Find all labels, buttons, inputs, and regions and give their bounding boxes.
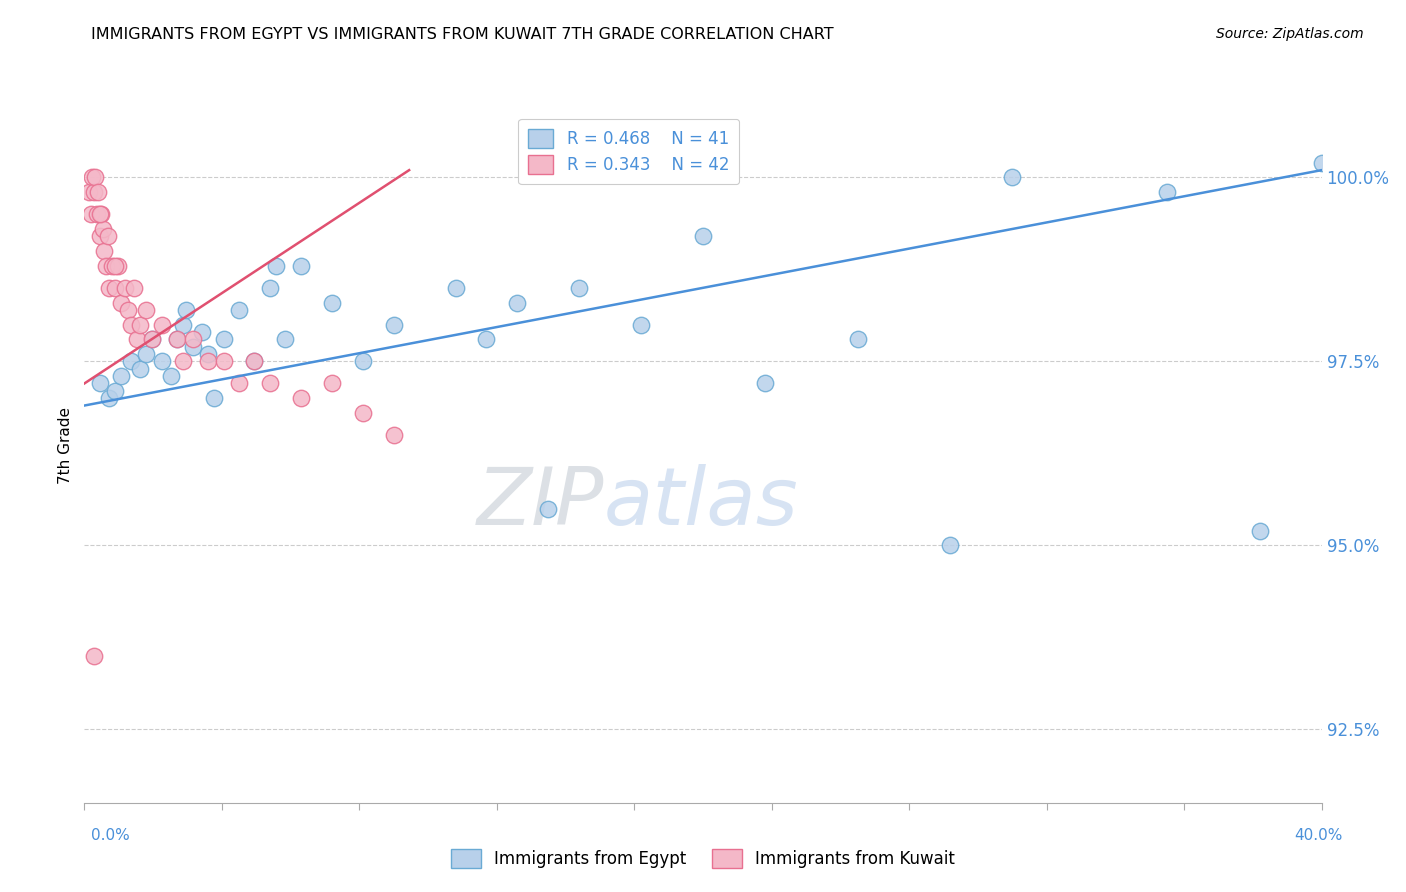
- Point: [91, 222, 114, 236]
- Point: [290, 259, 312, 273]
- Point: [181, 332, 204, 346]
- Point: [98, 391, 121, 405]
- Point: [160, 369, 183, 384]
- Point: [90, 207, 112, 221]
- Point: [321, 376, 343, 391]
- Point: [243, 354, 266, 368]
- Point: [1156, 185, 1178, 199]
- Point: [129, 318, 152, 332]
- Point: [84, 170, 107, 185]
- Text: Source: ZipAtlas.com: Source: ZipAtlas.com: [1216, 27, 1364, 41]
- Point: [104, 259, 127, 273]
- Point: [89, 229, 111, 244]
- Text: 0.0%: 0.0%: [91, 828, 131, 843]
- Point: [110, 369, 132, 384]
- Legend: Immigrants from Egypt, Immigrants from Kuwait: Immigrants from Egypt, Immigrants from K…: [444, 842, 962, 875]
- Point: [243, 354, 266, 368]
- Point: [212, 332, 235, 346]
- Point: [197, 347, 219, 361]
- Point: [166, 332, 188, 346]
- Point: [382, 428, 405, 442]
- Point: [537, 501, 560, 516]
- Point: [202, 391, 225, 405]
- Point: [141, 332, 163, 346]
- Point: [382, 318, 405, 332]
- Point: [444, 281, 467, 295]
- Point: [89, 207, 111, 221]
- Point: [172, 318, 194, 332]
- Point: [107, 259, 129, 273]
- Point: [120, 318, 142, 332]
- Point: [475, 332, 498, 346]
- Point: [129, 361, 152, 376]
- Point: [259, 281, 281, 295]
- Point: [83, 185, 105, 199]
- Point: [352, 406, 374, 420]
- Point: [197, 354, 219, 368]
- Point: [846, 332, 869, 346]
- Point: [259, 376, 281, 391]
- Point: [181, 340, 204, 354]
- Text: IMMIGRANTS FROM EGYPT VS IMMIGRANTS FROM KUWAIT 7TH GRADE CORRELATION CHART: IMMIGRANTS FROM EGYPT VS IMMIGRANTS FROM…: [91, 27, 834, 42]
- Point: [264, 259, 287, 273]
- Point: [150, 318, 173, 332]
- Point: [166, 332, 188, 346]
- Point: [141, 332, 163, 346]
- Point: [1310, 155, 1333, 169]
- Point: [114, 281, 136, 295]
- Point: [630, 318, 652, 332]
- Point: [568, 281, 591, 295]
- Point: [172, 354, 194, 368]
- Point: [228, 376, 250, 391]
- Point: [135, 302, 157, 317]
- Point: [93, 244, 115, 258]
- Legend: R = 0.468    N = 41, R = 0.343    N = 42: R = 0.468 N = 41, R = 0.343 N = 42: [519, 119, 740, 184]
- Text: atlas: atlas: [605, 464, 799, 542]
- Text: ZIP: ZIP: [477, 464, 605, 542]
- Point: [79, 207, 101, 221]
- Point: [290, 391, 312, 405]
- Point: [506, 295, 529, 310]
- Point: [122, 281, 145, 295]
- Text: 40.0%: 40.0%: [1295, 828, 1343, 843]
- Point: [110, 295, 132, 310]
- Point: [135, 347, 157, 361]
- Point: [1249, 524, 1271, 538]
- Point: [321, 295, 343, 310]
- Point: [692, 229, 714, 244]
- Y-axis label: 7th Grade: 7th Grade: [58, 408, 73, 484]
- Point: [94, 259, 117, 273]
- Point: [150, 354, 173, 368]
- Point: [274, 332, 297, 346]
- Point: [117, 302, 139, 317]
- Point: [191, 325, 214, 339]
- Point: [228, 302, 250, 317]
- Point: [352, 354, 374, 368]
- Point: [754, 376, 776, 391]
- Point: [125, 332, 148, 346]
- Point: [98, 281, 121, 295]
- Point: [104, 384, 127, 398]
- Point: [104, 281, 127, 295]
- Point: [83, 648, 105, 663]
- Point: [101, 259, 124, 273]
- Point: [120, 354, 142, 368]
- Point: [89, 376, 111, 391]
- Point: [82, 170, 104, 185]
- Point: [939, 538, 962, 552]
- Point: [77, 185, 100, 199]
- Point: [86, 207, 108, 221]
- Point: [176, 302, 198, 317]
- Point: [96, 229, 118, 244]
- Point: [1001, 170, 1024, 185]
- Point: [87, 185, 110, 199]
- Point: [212, 354, 235, 368]
